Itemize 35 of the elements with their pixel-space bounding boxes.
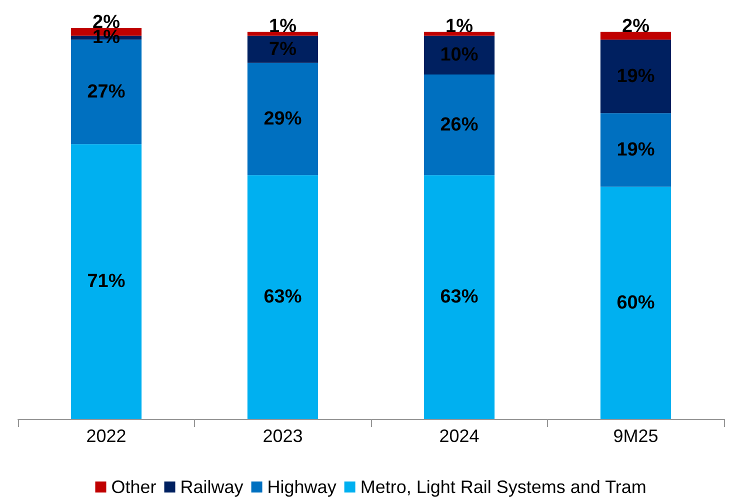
- data-label: 1%: [269, 16, 297, 37]
- data-label: 2%: [622, 16, 650, 37]
- data-label: 63%: [440, 286, 478, 308]
- bar: [247, 175, 318, 419]
- bar: [247, 36, 318, 63]
- legend-label: Highway: [267, 477, 336, 497]
- bar: [600, 32, 672, 40]
- legend-label: Other: [111, 477, 156, 497]
- data-label: 60%: [616, 292, 655, 314]
- bar: [600, 186, 672, 419]
- data-label: 19%: [616, 139, 655, 160]
- bar: [424, 175, 495, 419]
- bar: [424, 74, 495, 176]
- bar: [424, 36, 495, 74]
- x-tick-label: 9M25: [613, 426, 658, 446]
- x-tick-label: 2024: [439, 426, 480, 446]
- data-label: 10%: [440, 44, 478, 66]
- x-tick-label: 2022: [86, 426, 126, 446]
- data-label: 29%: [264, 108, 302, 130]
- data-label: 7%: [269, 38, 297, 60]
- legend-label: Metro, Light Rail Systems and Tram: [360, 477, 646, 497]
- bar: [247, 62, 318, 176]
- bar: [70, 144, 142, 419]
- legend-label: Railway: [180, 477, 244, 497]
- data-label: 63%: [264, 286, 302, 308]
- data-label: 26%: [440, 114, 478, 136]
- bar: [424, 32, 495, 36]
- data-label: 19%: [616, 66, 655, 87]
- bar: [600, 113, 672, 187]
- bar: [600, 40, 672, 114]
- data-label: 1%: [446, 16, 474, 37]
- data-label: 71%: [87, 271, 126, 292]
- data-label: 27%: [87, 81, 126, 102]
- x-tick-label: 2023: [262, 426, 303, 446]
- bar: [247, 32, 318, 36]
